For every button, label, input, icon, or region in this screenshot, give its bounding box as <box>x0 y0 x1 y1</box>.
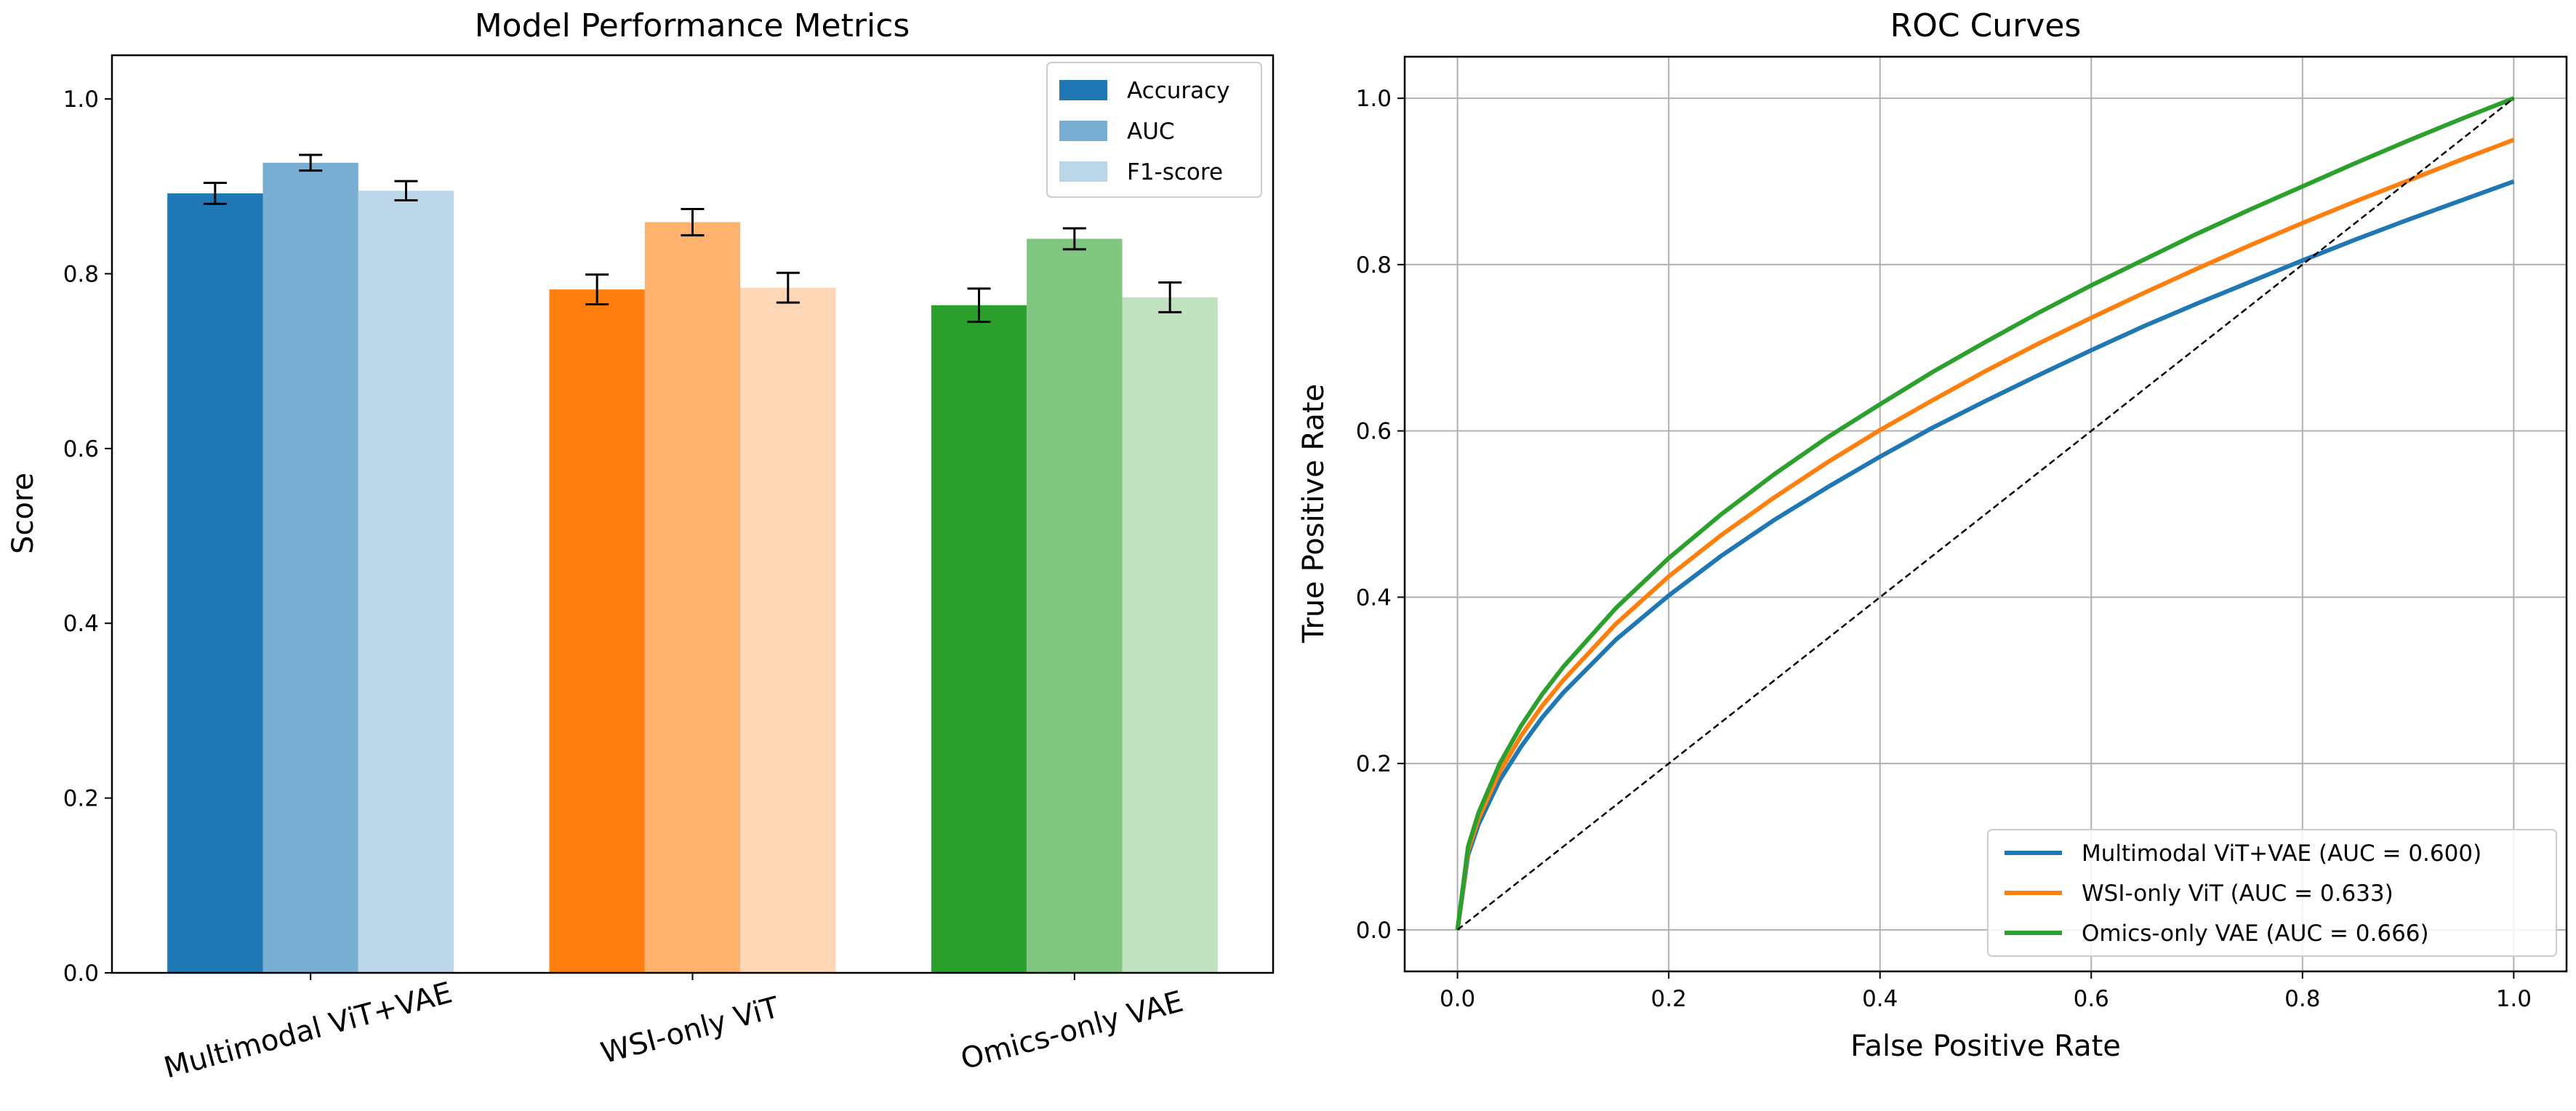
legend-label: Multimodal ViT+VAE (AUC = 0.600) <box>2082 841 2481 867</box>
bar-chart-title: Model Performance Metrics <box>475 7 910 44</box>
legend: Multimodal ViT+VAE (AUC = 0.600) WSI-only… <box>1987 829 2557 957</box>
legend-box <box>1987 829 2557 957</box>
bar-chart-panel: Model Performance Metrics Score 0.0 0.2 0.… <box>7 7 1275 1085</box>
y-tick-label: 0.6 <box>1356 419 1392 445</box>
y-tick-label: 0.2 <box>1356 751 1392 777</box>
bar-f1-score <box>740 287 836 973</box>
legend-label: Accuracy <box>1127 78 1230 104</box>
legend-label: Omics-only VAE (AUC = 0.666) <box>2082 921 2429 947</box>
x-tick-label: 0.2 <box>1651 986 1687 1012</box>
legend-label: WSI-only ViT (AUC = 0.633) <box>2082 881 2394 907</box>
y-tick-label: 1.0 <box>63 87 99 113</box>
bar-accuracy <box>549 289 645 973</box>
bar-chart-ylabel: Score <box>7 473 40 554</box>
y-tick-label: 0.8 <box>63 261 99 287</box>
bar-auc <box>262 162 358 974</box>
legend-label: AUC <box>1127 119 1175 145</box>
legend-label: F1-score <box>1127 159 1223 185</box>
y-tick-label: 0.4 <box>1356 585 1392 611</box>
x-tick-label: 0.4 <box>1862 986 1898 1012</box>
y-tick-label: 0.8 <box>1356 252 1392 278</box>
roc-curve-3 <box>1455 96 2515 931</box>
bar-f1-score <box>1122 297 1218 973</box>
chance-line <box>1456 97 2515 931</box>
roc-curve-2 <box>1455 137 2515 931</box>
plot-frame <box>1403 55 2568 973</box>
legend-swatch <box>1059 161 1107 182</box>
x-tick-label: 1.0 <box>2496 986 2532 1012</box>
roc-curve-1 <box>1455 179 2515 931</box>
y-tick-label: 0.0 <box>1356 918 1392 944</box>
roc-chart-ylabel: True Positive Rate <box>1297 384 1331 643</box>
y-tick-label: 0.4 <box>63 611 99 637</box>
legend: Accuracy AUC F1-score <box>1046 62 1262 198</box>
x-tick-label: 0.8 <box>2284 986 2320 1012</box>
roc-chart-xlabel: False Positive Rate <box>1850 1030 2121 1063</box>
y-tick-label: 1.0 <box>1356 86 1392 112</box>
x-tick-label: 0.6 <box>2074 986 2109 1012</box>
legend-swatch <box>1059 121 1107 141</box>
bar-accuracy <box>931 305 1027 973</box>
bar-auc <box>1027 238 1123 973</box>
y-tick-label: 0.0 <box>63 960 99 987</box>
legend-swatch <box>1059 80 1107 100</box>
y-tick-label: 0.6 <box>63 436 99 462</box>
roc-chart-title: ROC Curves <box>1890 7 2082 44</box>
roc-chart-panel: ROC Curves False Positive Rate True Posi… <box>1297 7 2568 1063</box>
y-tick-label: 0.2 <box>63 786 99 812</box>
bar-auc <box>644 222 741 973</box>
bar-f1-score <box>358 190 454 974</box>
bar-accuracy <box>167 193 263 974</box>
x-tick-label: 0.0 <box>1440 986 1475 1012</box>
